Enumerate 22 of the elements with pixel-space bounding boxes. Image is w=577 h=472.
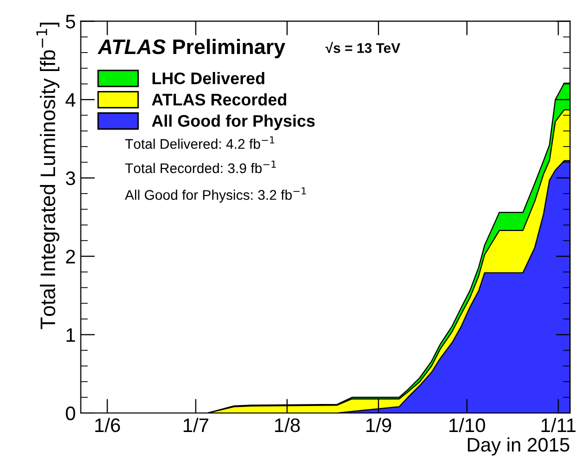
legend-label: All Good for Physics — [152, 114, 315, 130]
y-tick-label: 4 — [66, 93, 76, 107]
text: ATLAS Preliminary — [97, 38, 286, 58]
x-axis-title: Day in 2015 — [468, 437, 570, 456]
x-tick-label: 1/10 — [449, 418, 486, 432]
y-axis-title: Total Integrated Luminosity [fb$^{−1}$] — [36, 22, 60, 330]
x-tick-label: 1/6 — [95, 418, 120, 432]
annotation: Total Recorded: 3.9 fb$^{−1}$ — [125, 160, 276, 174]
x-tick-label: 1/7 — [184, 418, 208, 432]
annotation: √s = 13 TeV — [325, 42, 400, 54]
y-tick-label: 5 — [66, 14, 76, 28]
x-tick-label: 1/8 — [275, 418, 300, 432]
y-tick-label: 1 — [66, 328, 75, 342]
x-tick-label: 1/11 — [542, 418, 576, 432]
x-tick-label: 1/9 — [366, 418, 392, 432]
legend-label: LHC Delivered — [152, 72, 264, 84]
y-tick-label: 0 — [66, 406, 76, 420]
annotation: Total Delivered: 4.2 fb$^{−1}$ — [125, 136, 274, 149]
y-tick-label: 3 — [66, 171, 76, 186]
annotation: All Good for Physics: 3.2 fb$^{−1}$ — [124, 187, 306, 203]
y-tick-label: 2 — [66, 250, 75, 264]
legend-label: ATLAS Recorded — [152, 93, 286, 106]
